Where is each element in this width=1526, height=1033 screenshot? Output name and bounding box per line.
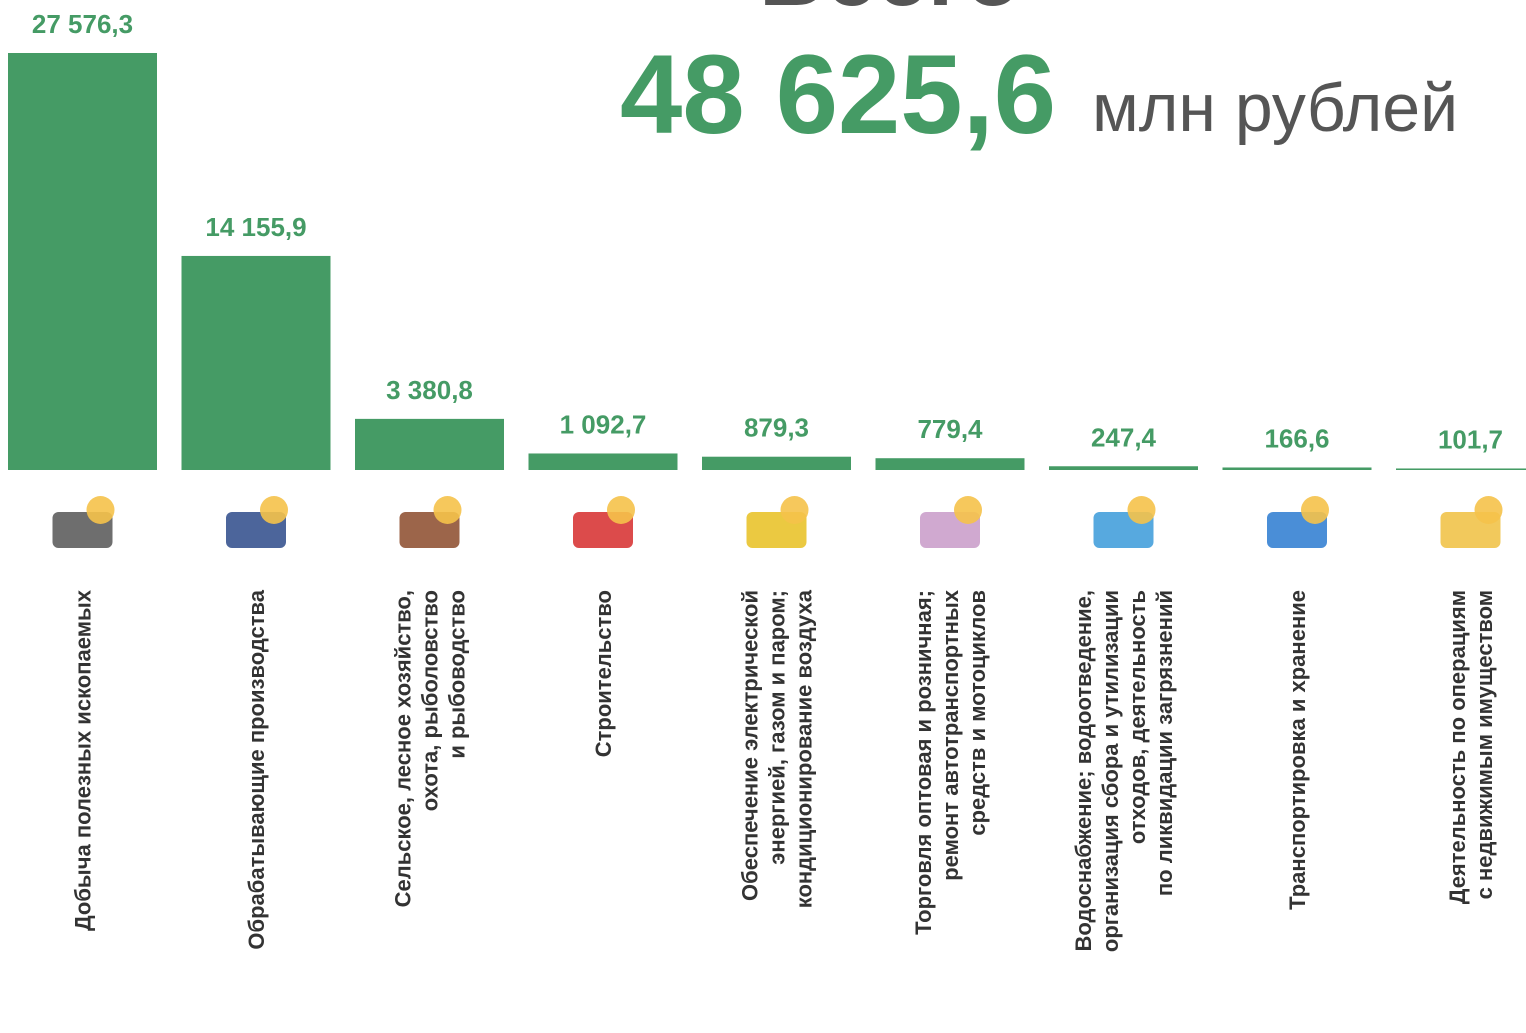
- icon: [1093, 496, 1156, 548]
- icon: [52, 496, 115, 548]
- bar: [1396, 468, 1526, 470]
- bar: [355, 418, 504, 470]
- icon-shape: [954, 496, 982, 524]
- category-label: Транспортировка и хранение: [1285, 590, 1310, 910]
- value-label: 879,3: [744, 413, 809, 443]
- bar: [1222, 467, 1372, 470]
- icon: [920, 496, 982, 548]
- value-label: 3 380,8: [386, 375, 473, 405]
- icon-shape: [607, 496, 635, 524]
- total: 48 625,6: [620, 32, 1056, 157]
- category-label: Водоснабжение; водоотведение,организация…: [1071, 590, 1177, 952]
- icon-shape: [1474, 496, 1503, 524]
- category-label: Сельское, лесное хозяйство,охота, рыболо…: [391, 590, 470, 907]
- icon-shape: [1301, 496, 1329, 524]
- bar: [181, 255, 331, 470]
- bar: [528, 453, 678, 470]
- icon-shape: [260, 496, 288, 524]
- category-label: Обрабатывающие производства: [244, 589, 269, 949]
- value-label: 27 576,3: [32, 9, 133, 39]
- icon-shape: [433, 496, 462, 524]
- icon: [746, 496, 809, 548]
- bar: [8, 53, 157, 470]
- icon-shape: [1127, 496, 1156, 524]
- value-label: 14 155,9: [205, 212, 306, 242]
- bar: [1049, 466, 1198, 470]
- category-label: Торговля оптовая и розничная;ремонт авто…: [911, 589, 990, 935]
- unit: млн рублей: [1092, 70, 1458, 146]
- category-label: Строительство: [591, 590, 616, 757]
- value-label: 247,4: [1091, 422, 1157, 452]
- value-label: 101,7: [1438, 424, 1503, 454]
- value-label: 779,4: [917, 414, 983, 444]
- chart-title: Всего: [759, 0, 1021, 25]
- icon: [399, 496, 462, 548]
- value-label: 166,6: [1264, 423, 1329, 453]
- category-label: Обеспечение электрическойэнергией, газом…: [738, 589, 817, 908]
- icon: [573, 496, 635, 548]
- icon-shape: [780, 496, 809, 524]
- value-label: 1 092,7: [560, 409, 647, 439]
- icon: [226, 496, 288, 548]
- category-label: Деятельность по операциямс недвижимым им…: [1445, 590, 1497, 904]
- category-label: Добыча полезных ископаемых: [71, 589, 96, 931]
- bar: [702, 456, 851, 470]
- icon: [1440, 496, 1503, 548]
- icon-shape: [86, 496, 115, 524]
- bar: [875, 458, 1025, 470]
- icon: [1267, 496, 1329, 548]
